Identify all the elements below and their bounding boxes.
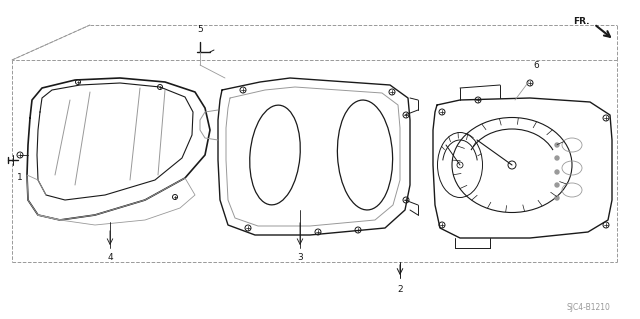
Circle shape: [555, 143, 559, 147]
Text: 5: 5: [197, 26, 203, 34]
Circle shape: [555, 196, 559, 200]
Circle shape: [555, 183, 559, 187]
Text: 4: 4: [107, 253, 113, 262]
Text: 2: 2: [397, 286, 403, 294]
Text: FR.: FR.: [573, 18, 590, 26]
Circle shape: [555, 170, 559, 174]
Text: 6: 6: [533, 62, 539, 70]
Text: SJC4-B1210: SJC4-B1210: [566, 303, 610, 313]
Text: 1: 1: [17, 173, 23, 182]
Circle shape: [555, 156, 559, 160]
Text: 3: 3: [297, 253, 303, 262]
